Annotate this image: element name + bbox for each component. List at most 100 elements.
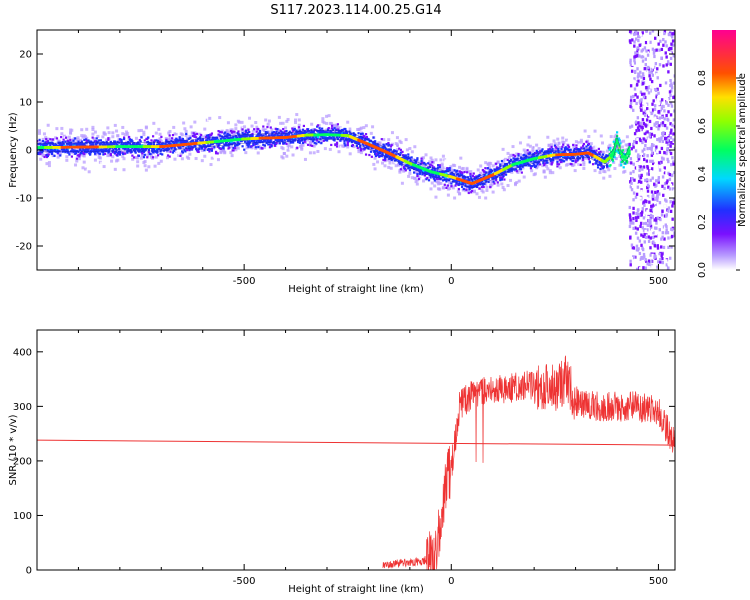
spectrogram-cell: [601, 156, 604, 159]
spectrogram-cell: [295, 129, 298, 132]
spectrogram-cell: [532, 146, 535, 149]
spectrogram-cell: [567, 132, 571, 136]
spectrogram-cell: [573, 169, 577, 173]
spectrogram-cell: [154, 150, 157, 153]
spectrogram-cell: [330, 143, 333, 147]
spectrogram-cell: [485, 180, 488, 183]
spectrogram-cell: [229, 151, 233, 155]
spectrogram-cell: [103, 149, 106, 152]
spectrogram-cell: [526, 143, 530, 147]
spectrogram-cell: [495, 179, 498, 182]
spectrogram-cell: [225, 141, 228, 144]
spectrogram-cell: [230, 128, 234, 132]
spectrogram-cell: [357, 150, 361, 154]
spectrogram-cell: [285, 129, 288, 133]
spectrogram-cell: [309, 144, 312, 147]
spectrogram-cell: [608, 143, 612, 147]
spectrogram-cell: [338, 136, 341, 139]
spectrogram-cell: [392, 157, 395, 160]
spectrogram-cell: [533, 172, 537, 176]
spectrogram-cell: [609, 164, 612, 167]
spectrogram-cell: [461, 170, 465, 174]
spectrogram-cell: [469, 172, 472, 176]
spectrogram-cell: [87, 149, 90, 153]
spectrogram-cell: [378, 144, 382, 148]
spectrogram-cell: [621, 149, 624, 152]
spectrogram-cell: [118, 150, 122, 154]
spectrogram-cell: [332, 136, 335, 139]
spectrogram-cell: [102, 144, 105, 147]
spectrogram-cell: [92, 143, 95, 146]
spectrogram-cell: [395, 148, 399, 152]
spectrogram-cell: [529, 165, 533, 168]
spectrogram-cell: [234, 142, 237, 145]
spectrogram-cell: [180, 141, 183, 144]
spectrogram-cell: [115, 142, 118, 145]
spectrogram-cell: [241, 128, 244, 131]
spectrogram-cell: [290, 145, 294, 149]
spectrogram-cell: [478, 187, 481, 190]
spectrogram-cell: [147, 136, 150, 139]
spectrogram-cell: [564, 146, 567, 149]
spectrogram-cell: [140, 136, 143, 139]
spectrogram-cell: [56, 151, 59, 154]
spectrogram-cell: [322, 121, 326, 125]
spectrogram-cell: [586, 140, 590, 144]
spectrogram-cell: [66, 164, 70, 168]
spectrogram-cell: [373, 156, 377, 160]
spectrogram-cell: [388, 143, 391, 146]
spectrogram-cell: [487, 165, 491, 169]
spectrogram-cell: [53, 154, 56, 157]
spectrogram-cell: [208, 116, 212, 120]
spectrogram-cell: [246, 139, 249, 142]
spectrogram-cell: [60, 135, 63, 139]
spectrogram-cell: [589, 142, 593, 146]
spectrogram-cell: [90, 147, 93, 150]
spectrogram-cell: [41, 140, 44, 143]
spectrogram-cell: [515, 164, 518, 167]
spectrogram-cell: [306, 143, 310, 146]
spectrogram-cell: [264, 128, 268, 132]
spectrogram-cell: [521, 157, 524, 160]
spectrogram-cell: [399, 148, 402, 151]
spectrogram-cell: [250, 139, 253, 143]
spectrogram-cell: [609, 146, 612, 150]
spectrogram-cell: [72, 147, 76, 151]
spectrogram-cell: [410, 150, 414, 154]
spectrogram-cell: [254, 146, 257, 149]
spectrogram-cell: [588, 160, 591, 163]
spectrogram-cell: [136, 156, 140, 160]
spectrogram-cell: [573, 147, 576, 151]
spectrogram-cell: [413, 165, 417, 169]
spectrogram-cell: [539, 157, 542, 161]
spectrogram-cell: [249, 131, 253, 135]
spectrogram-cell: [596, 153, 599, 156]
spectrogram-cell: [98, 156, 102, 160]
spectrogram-cell: [503, 173, 506, 176]
spectrogram-cell: [444, 176, 447, 179]
spectrogram-cell: [437, 177, 441, 181]
spectrogram-cell: [315, 122, 319, 126]
spectrogram-cell: [194, 133, 197, 136]
spectrogram-cell: [101, 147, 105, 151]
spectrogram-cell: [177, 142, 180, 145]
spectrogram-cell: [553, 142, 557, 146]
spectrogram-cell: [572, 143, 575, 147]
spectrogram-cell: [96, 151, 99, 154]
spectrogram-cell: [506, 184, 510, 188]
spectrogram-cell: [422, 163, 426, 167]
spectrogram-cell: [531, 149, 535, 153]
spectrogram-cell: [122, 168, 126, 172]
spectrogram-cell: [606, 164, 609, 168]
spectrogram-cell: [59, 154, 62, 157]
spectrogram-cell: [218, 142, 221, 145]
spectrogram-cell: [219, 141, 223, 144]
spectrogram-cell: [115, 148, 118, 151]
spectrogram-cell: [614, 157, 618, 161]
spectrogram-cell: [579, 163, 582, 166]
spectrogram-cell: [553, 144, 557, 147]
spectrogram-cell: [311, 136, 315, 139]
spectrogram-cell: [542, 161, 545, 165]
spectrogram-cell: [608, 174, 612, 178]
spectrogram-cell: [384, 155, 387, 158]
